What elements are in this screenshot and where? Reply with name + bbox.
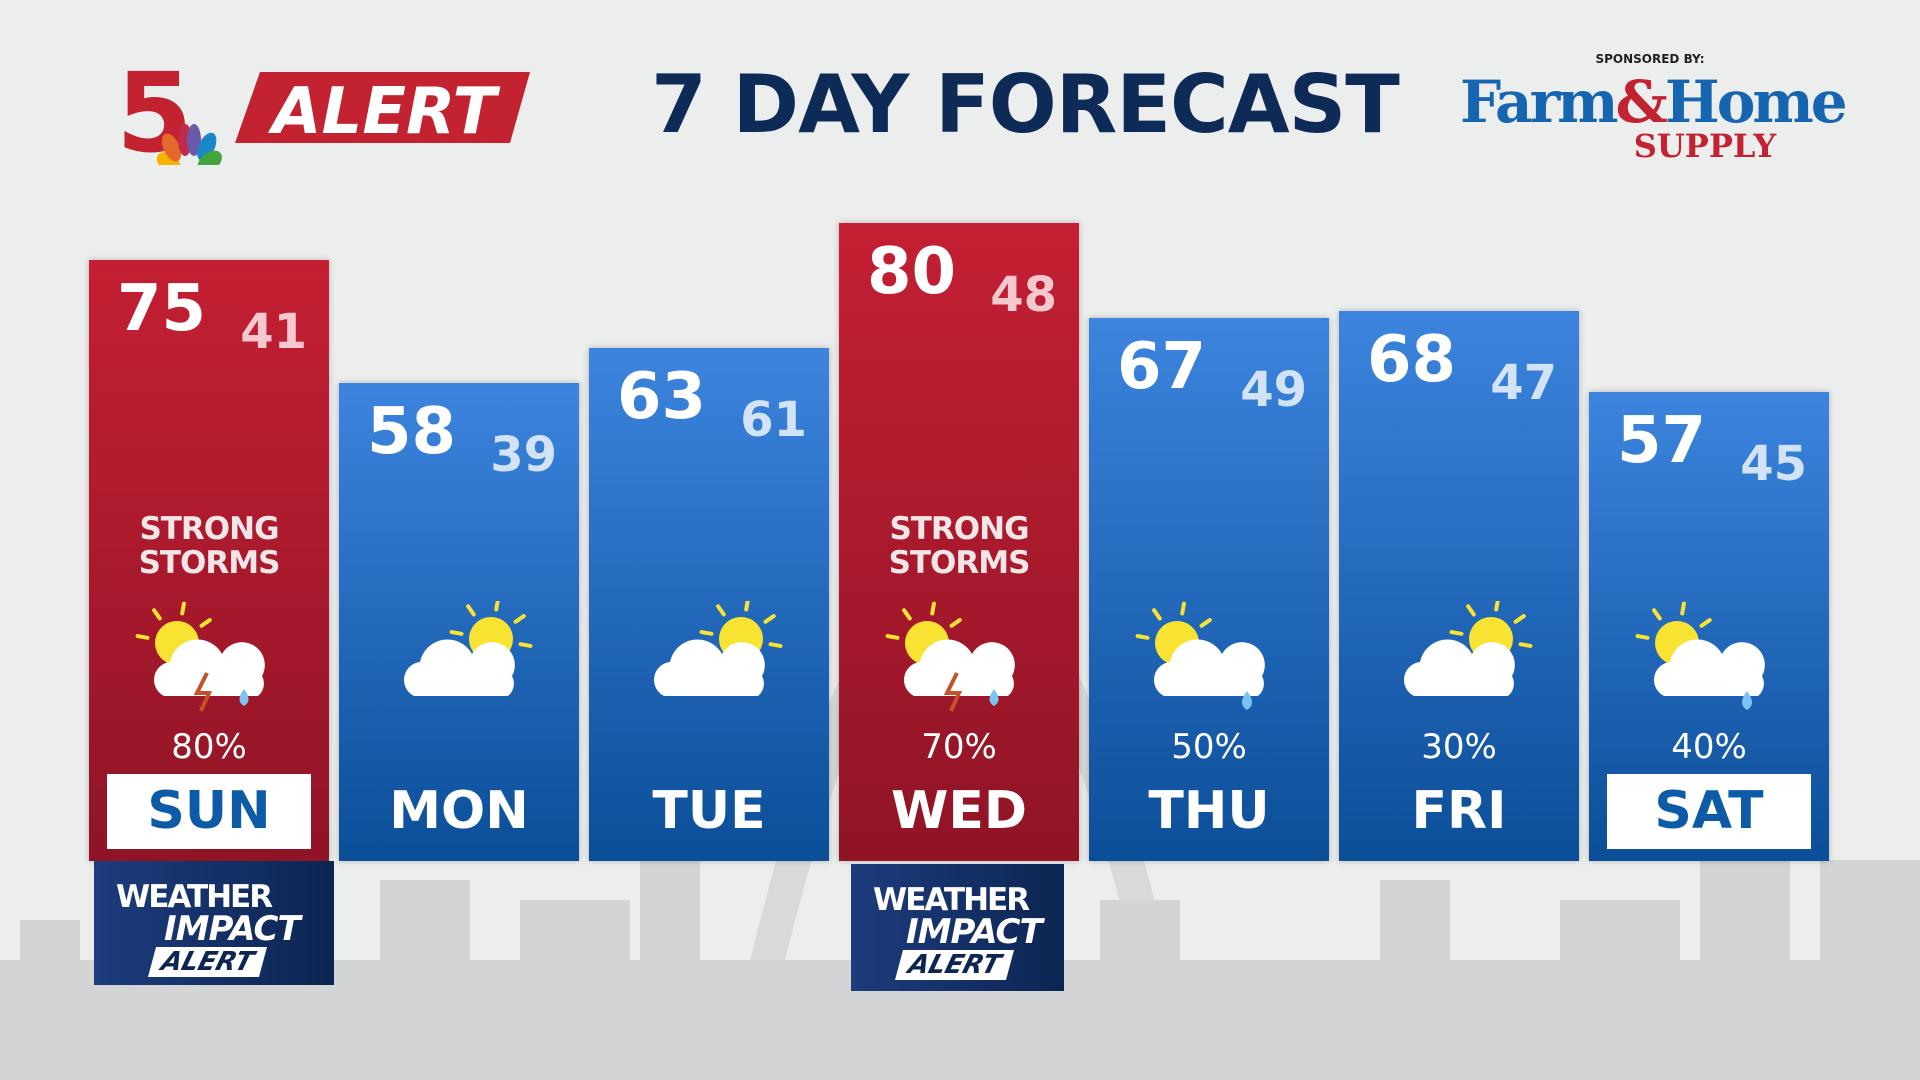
high-temp: 68 xyxy=(1367,323,1457,397)
5-alert-logo: 5 ALERT xyxy=(116,55,530,165)
day-label: TUE xyxy=(652,781,766,841)
impact-line1: WEATHER xyxy=(873,882,1030,918)
low-temp: 41 xyxy=(240,304,307,360)
sponsor-supply: SUPPLY xyxy=(1633,127,1777,165)
sponsor-name: Farm&Home xyxy=(1460,72,1848,132)
high-temp: 80 xyxy=(867,235,957,309)
low-temp: 48 xyxy=(990,267,1057,323)
precip-chance: 50% xyxy=(1171,727,1247,767)
peacock-icon xyxy=(156,124,222,165)
high-temp: 67 xyxy=(1117,330,1207,404)
day-column-thu: 67 49 50% THU xyxy=(1089,318,1329,861)
partly-cloudy-icon xyxy=(629,597,789,721)
day-column-fri: 68 47 30% FRI xyxy=(1339,311,1579,861)
cloud xyxy=(654,639,765,696)
low-temp: 49 xyxy=(1240,362,1307,418)
day-label: FRI xyxy=(1411,781,1507,841)
day-column-sun: 75 41 STRONG STORMS 80% SUN xyxy=(89,260,329,861)
high-temp: 57 xyxy=(1617,404,1707,478)
thunderstorm-partly-sunny-icon xyxy=(129,601,289,721)
partly-cloudy-icon xyxy=(379,597,539,721)
low-temp: 61 xyxy=(740,392,807,448)
high-temp: 63 xyxy=(617,360,707,434)
cloud xyxy=(1654,639,1765,696)
cloud xyxy=(904,639,1015,696)
cloud xyxy=(1404,639,1515,696)
sponsor-name-1: Farm xyxy=(1460,68,1619,136)
impact-line3: ALERT xyxy=(894,950,1015,980)
low-temp: 47 xyxy=(1490,355,1557,411)
thunderstorm-partly-sunny-icon xyxy=(879,601,1039,721)
sponsor-name-2: Home xyxy=(1664,68,1848,136)
low-temp: 45 xyxy=(1740,436,1807,492)
sponsor-amp: & xyxy=(1615,68,1668,136)
condition-line2: STORMS xyxy=(888,545,1031,581)
weather-impact-alert-badge-sun: WEATHER IMPACT ALERT xyxy=(94,861,334,985)
day-column-mon: 58 39 MON xyxy=(339,383,579,861)
precip-chance: 70% xyxy=(921,727,997,767)
impact-line1: WEATHER xyxy=(116,879,273,915)
cloud xyxy=(154,639,265,696)
impact-line2: IMPACT xyxy=(164,909,301,949)
precip-chance: 40% xyxy=(1671,727,1747,767)
high-temp: 75 xyxy=(117,272,207,346)
precip-chance: 30% xyxy=(1421,727,1497,767)
high-temp: 58 xyxy=(367,395,457,469)
condition-text: STRONG STORMS xyxy=(89,512,329,580)
low-temp: 39 xyxy=(490,427,557,483)
day-column-tue: 63 61 TUE xyxy=(589,348,829,861)
impact-line3: ALERT xyxy=(147,947,268,977)
day-label: SUN xyxy=(107,774,311,849)
sponsor-logo: SPONSORED BY: Farm&Home SUPPLY xyxy=(1460,52,1848,165)
condition-line1: STRONG xyxy=(139,511,279,547)
weather-impact-alert-badge-wed: WEATHER IMPACT ALERT xyxy=(851,864,1064,991)
cloud xyxy=(1154,639,1265,696)
cloud xyxy=(404,639,515,696)
condition-line2: STORMS xyxy=(138,545,281,581)
day-column-wed: 80 48 STRONG STORMS 70% WED xyxy=(839,223,1079,861)
page-title: 7 DAY FORECAST xyxy=(651,58,1400,151)
day-label: WED xyxy=(890,781,1028,841)
sponsored-by-label: SPONSORED BY: xyxy=(1595,52,1705,66)
day-label: MON xyxy=(389,781,529,841)
partly-cloudy-icon xyxy=(1379,597,1539,721)
condition-line1: STRONG xyxy=(889,511,1029,547)
precip-chance: 80% xyxy=(171,727,247,767)
rain-partly-sunny-icon xyxy=(1629,601,1789,721)
impact-line2: IMPACT xyxy=(906,912,1043,952)
day-label: THU xyxy=(1148,781,1270,841)
alert-label: ALERT xyxy=(267,75,500,149)
day-label: SAT xyxy=(1607,774,1811,849)
condition-text: STRONG STORMS xyxy=(839,512,1079,580)
day-column-sat: 57 45 40% SAT xyxy=(1589,392,1829,861)
rain-partly-sunny-icon xyxy=(1129,601,1289,721)
